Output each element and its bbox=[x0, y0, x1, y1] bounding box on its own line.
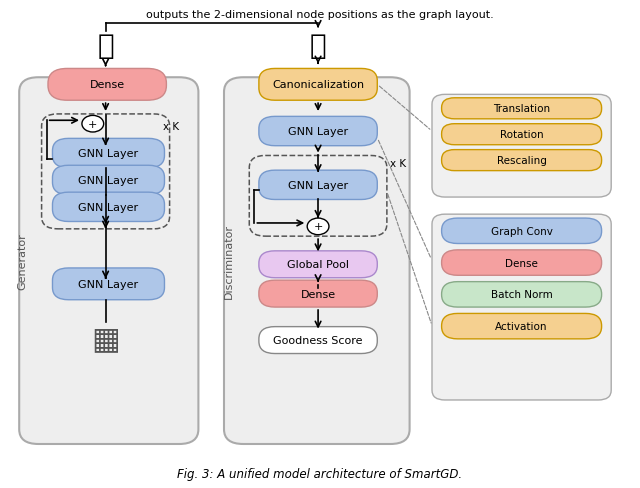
Circle shape bbox=[307, 219, 329, 235]
Text: Dense: Dense bbox=[301, 289, 335, 299]
Text: x K: x K bbox=[390, 159, 406, 168]
Text: GNN Layer: GNN Layer bbox=[79, 279, 138, 289]
Text: Rotation: Rotation bbox=[500, 130, 543, 140]
FancyBboxPatch shape bbox=[224, 78, 410, 444]
Text: GNN Layer: GNN Layer bbox=[79, 176, 138, 185]
FancyBboxPatch shape bbox=[48, 69, 166, 101]
FancyBboxPatch shape bbox=[442, 219, 602, 244]
Text: Dense: Dense bbox=[90, 80, 125, 90]
FancyBboxPatch shape bbox=[259, 117, 378, 146]
Text: GNN Layer: GNN Layer bbox=[79, 149, 138, 159]
FancyBboxPatch shape bbox=[52, 268, 164, 300]
FancyBboxPatch shape bbox=[442, 99, 602, 120]
Text: GNN Layer: GNN Layer bbox=[79, 203, 138, 212]
Text: +: + bbox=[314, 222, 323, 232]
FancyBboxPatch shape bbox=[432, 215, 611, 400]
Text: Global Pool: Global Pool bbox=[287, 260, 349, 270]
FancyBboxPatch shape bbox=[52, 139, 164, 168]
FancyBboxPatch shape bbox=[52, 193, 164, 222]
FancyBboxPatch shape bbox=[52, 166, 164, 195]
FancyBboxPatch shape bbox=[442, 150, 602, 171]
Text: Canonicalization: Canonicalization bbox=[272, 80, 364, 90]
FancyBboxPatch shape bbox=[259, 171, 378, 200]
Circle shape bbox=[82, 116, 104, 133]
Text: 🖼: 🖼 bbox=[97, 32, 114, 61]
Text: Goodness Score: Goodness Score bbox=[273, 335, 363, 346]
Text: 🖼: 🖼 bbox=[310, 32, 326, 61]
Text: Graph Conv: Graph Conv bbox=[491, 226, 552, 236]
Text: x K: x K bbox=[163, 122, 179, 132]
FancyBboxPatch shape bbox=[259, 281, 378, 307]
FancyBboxPatch shape bbox=[19, 78, 198, 444]
Text: Dense: Dense bbox=[505, 258, 538, 268]
Text: +: + bbox=[88, 120, 97, 129]
FancyBboxPatch shape bbox=[432, 95, 611, 198]
Text: GNN Layer: GNN Layer bbox=[288, 181, 348, 190]
Text: outputs the 2-dimensional node positions as the graph layout.: outputs the 2-dimensional node positions… bbox=[146, 10, 494, 20]
Text: Activation: Activation bbox=[495, 322, 548, 331]
Text: Fig. 3: A unified model architecture of SmartGD.: Fig. 3: A unified model architecture of … bbox=[177, 467, 463, 480]
Text: ▦: ▦ bbox=[91, 325, 120, 354]
FancyBboxPatch shape bbox=[259, 327, 378, 354]
FancyBboxPatch shape bbox=[259, 251, 378, 278]
Text: Batch Norm: Batch Norm bbox=[491, 290, 552, 300]
Text: Translation: Translation bbox=[493, 104, 550, 114]
Text: Rescaling: Rescaling bbox=[497, 156, 547, 166]
FancyBboxPatch shape bbox=[442, 124, 602, 145]
Text: GNN Layer: GNN Layer bbox=[288, 127, 348, 137]
FancyBboxPatch shape bbox=[442, 314, 602, 339]
Text: Generator: Generator bbox=[17, 233, 28, 289]
FancyBboxPatch shape bbox=[442, 282, 602, 307]
Text: Discriminator: Discriminator bbox=[224, 224, 234, 299]
FancyBboxPatch shape bbox=[442, 250, 602, 276]
FancyBboxPatch shape bbox=[259, 69, 378, 101]
